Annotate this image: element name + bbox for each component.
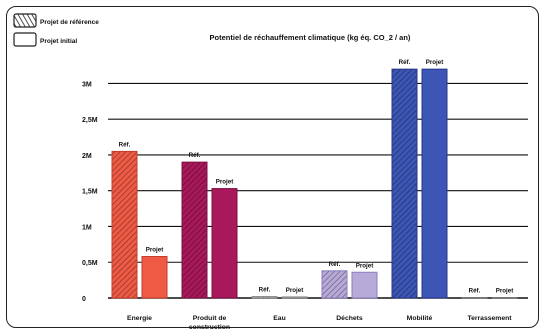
bar-layer [112, 69, 517, 298]
bar-label-2-1: Projet [286, 287, 304, 294]
bar-label-5-1: Projet [496, 288, 514, 295]
bar-label-0-0: Réf. [119, 141, 131, 148]
bar-label-5-0: Réf. [469, 288, 481, 295]
y-tick-label: 2M [82, 153, 92, 160]
bar-1-0 [182, 162, 207, 298]
category-label: Produit de [193, 315, 227, 322]
bar-3-1 [352, 272, 377, 298]
bar-3-0 [322, 271, 347, 298]
bar-2-1 [282, 297, 307, 298]
legend-label-1: Projet initial [40, 38, 77, 45]
bar-1-1 [212, 189, 237, 298]
bar-label-4-1: Projet [426, 59, 444, 66]
y-tick-label: 2,5M [82, 117, 98, 124]
bar-4-0 [392, 69, 417, 298]
bar-2-0 [252, 297, 277, 298]
category-label: Mobilité [407, 315, 433, 322]
y-tick-label: 1,5M [82, 189, 98, 196]
bar-5-1 [492, 298, 517, 299]
y-tick-label: 0 [82, 296, 86, 303]
category-label: construction [189, 324, 230, 331]
category-label: Eau [273, 315, 285, 322]
bar-0-1 [142, 257, 167, 298]
y-tick-label: 1M [82, 224, 92, 231]
legend-swatch-plain [14, 33, 36, 46]
grid-layer [108, 83, 528, 298]
legend: Projet de référence Projet initial [14, 14, 99, 46]
bar-4-1 [422, 69, 447, 298]
y-tick-label: 0,5M [82, 260, 98, 267]
legend-label-0: Projet de référence [40, 19, 99, 26]
bar-5-0 [462, 298, 487, 299]
y-tick-label: 3M [82, 81, 92, 88]
bar-label-0-1: Projet [146, 247, 164, 254]
bar-label-3-0: Réf. [329, 261, 341, 268]
bar-label-3-1: Projet [356, 262, 374, 269]
bar-label-2-0: Réf. [259, 287, 271, 294]
bar-label-1-0: Réf. [189, 152, 201, 159]
legend-swatch-hatched [14, 14, 36, 27]
category-label: Terrassement [467, 315, 512, 322]
bar-label-4-0: Réf. [399, 59, 411, 66]
bar-0-0 [112, 151, 137, 298]
bar-label-1-1: Projet [216, 179, 234, 186]
category-label: Energie [127, 315, 152, 322]
category-label: Déchets [336, 315, 363, 322]
chart-title: Potentiel de réchauffement climatique (k… [210, 33, 411, 42]
